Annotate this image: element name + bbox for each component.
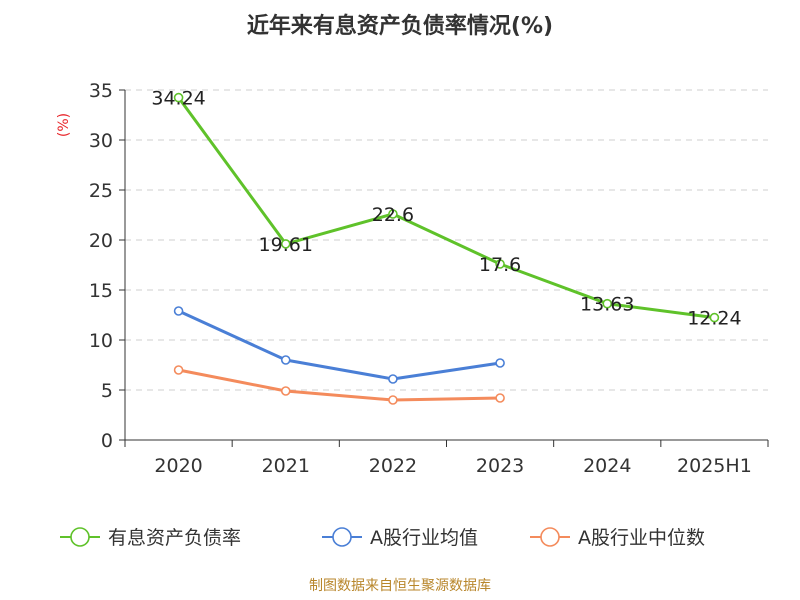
series-line-1 (177, 309, 501, 381)
legend-item-2[interactable]: A股行业中位数 (530, 527, 705, 549)
series-line-0 (177, 96, 715, 320)
x-tick-label-2025H1: 2025H1 (677, 455, 752, 477)
data-label-2022: 22.6 (372, 204, 414, 226)
data-label-2024: 13.63 (580, 294, 634, 316)
series-0-point-2020 (173, 92, 184, 103)
legend-label-1: A股行业均值 (370, 527, 478, 549)
data-label-2025H1: 12.24 (687, 308, 741, 330)
series-2-point-2021 (280, 386, 291, 396)
y-tick-label-10: 10 (89, 330, 113, 352)
source-note: 制图数据来自恒生聚源数据库 (309, 578, 491, 594)
x-tick-label-2021: 2021 (262, 455, 310, 477)
axes: 0 5 10 15 20 25 30 35 2020 2021 2022 2023 2024 2025H1 (89, 80, 769, 477)
y-tick-label-15: 15 (89, 280, 113, 302)
y-tick-label-30: 30 (89, 130, 113, 152)
legend-marker-2 (540, 527, 560, 547)
x-tick-label-2024: 2024 (583, 455, 631, 477)
series-1-point-2020 (173, 306, 184, 316)
y-tick-label-35: 35 (89, 80, 113, 102)
legend-label-2: A股行业中位数 (578, 527, 705, 549)
series-line-2 (178, 368, 501, 402)
y-tick-label-25: 25 (89, 180, 113, 202)
series-1-point-2022 (388, 374, 398, 384)
series-2-point-2022 (388, 395, 398, 405)
data-label-2021: 19.61 (259, 234, 313, 256)
x-tick-label-2020: 2020 (154, 455, 202, 477)
chart-title: 近年来有息资产负债率情况(%) (247, 13, 553, 39)
series-0-point-2021 (280, 239, 291, 249)
y-tick-label-5: 5 (101, 380, 113, 402)
y-axis-label: (%) (56, 113, 72, 137)
legend-item-1[interactable]: A股行业均值 (322, 527, 478, 549)
y-tick-label-0: 0 (101, 430, 113, 452)
series-0-point-2022 (388, 209, 398, 219)
legend[interactable]: 有息资产负债率 A股行业均值 A股行业中位数 (60, 527, 705, 549)
series-2-point-2020 (173, 365, 184, 375)
legend-label-0: 有息资产负债率 (108, 527, 241, 549)
series-1-point-2021 (280, 355, 291, 365)
x-tick-label-2023: 2023 (476, 455, 524, 477)
data-label-2020: 34.24 (151, 88, 205, 110)
series-1-point-2023 (495, 358, 505, 368)
x-tick-label-2022: 2022 (369, 455, 417, 477)
data-label-2023: 17.6 (479, 254, 521, 276)
series-group (173, 92, 720, 405)
data-labels: 34.24 19.61 22.6 17.6 13.63 12.24 (151, 88, 741, 330)
series-2-point-2023 (495, 393, 505, 403)
legend-item-0[interactable]: 有息资产负债率 (60, 527, 241, 549)
series-0-point-2025H1 (709, 312, 720, 323)
legend-marker-1 (332, 527, 352, 547)
series-0-point-2024 (602, 298, 613, 309)
legend-marker-0 (70, 527, 90, 547)
series-0-point-2023 (495, 259, 505, 269)
y-tick-label-20: 20 (89, 230, 113, 252)
